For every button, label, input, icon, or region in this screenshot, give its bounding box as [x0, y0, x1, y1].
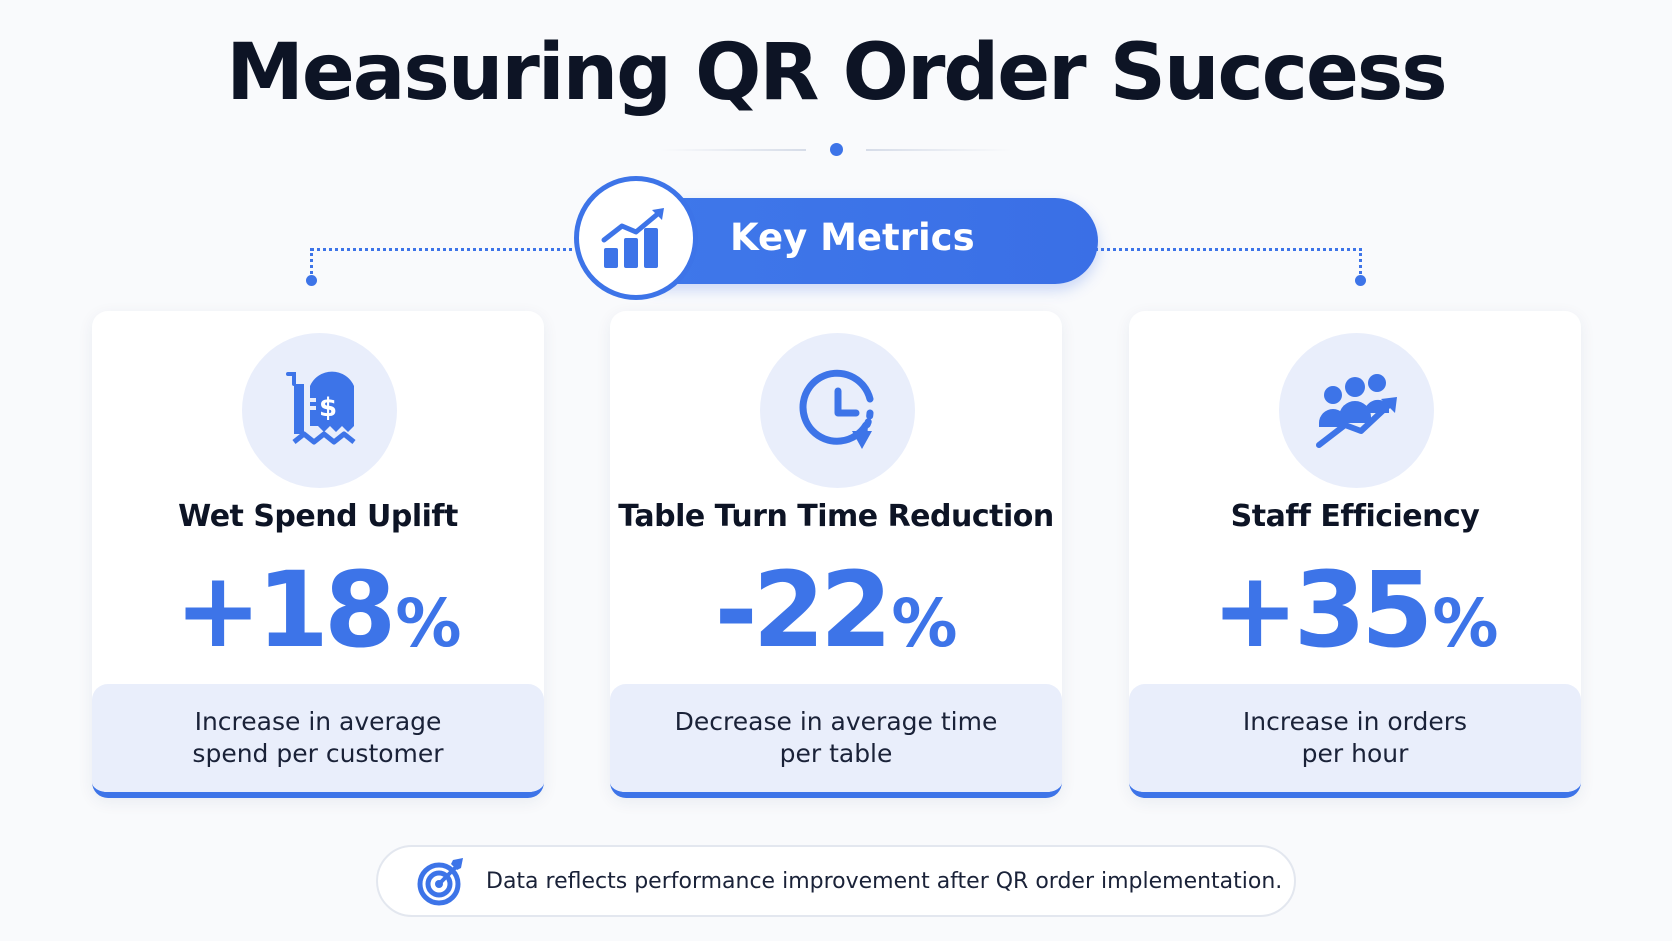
- metric-description-line2: per hour: [1301, 739, 1409, 768]
- metric-description-line2: per table: [779, 739, 893, 768]
- connector-right-vertical: [1359, 248, 1362, 280]
- metric-number: +35: [1211, 549, 1433, 671]
- metric-description: Decrease in average time per table: [610, 684, 1062, 792]
- title-divider-dot: [830, 143, 843, 156]
- clock-countdown-icon: [760, 333, 915, 488]
- connector-left-dot: [306, 275, 317, 286]
- team-growth-icon: [1279, 333, 1434, 488]
- metric-unit: %: [891, 585, 958, 662]
- connector-left-horizontal: [310, 248, 580, 251]
- target-icon: [416, 855, 468, 907]
- metric-value: +35%: [1129, 549, 1581, 671]
- metric-description-line1: Decrease in average time: [674, 707, 998, 736]
- bar-chart-growth-icon: [574, 176, 698, 300]
- metric-title: Wet Spend Uplift: [178, 499, 458, 534]
- metric-unit: %: [395, 585, 462, 662]
- metric-description-line1: Increase in average: [194, 707, 442, 736]
- metric-title: Staff Efficiency: [1230, 499, 1480, 534]
- metric-title: Table Turn Time Reduction: [618, 499, 1054, 534]
- metric-description: Increase in orders per hour: [1129, 684, 1581, 792]
- metric-value: -22%: [610, 549, 1062, 671]
- page-title: Measuring QR Order Success: [226, 28, 1447, 118]
- metric-number: -22: [714, 549, 892, 671]
- metric-description-line2: spend per customer: [192, 739, 444, 768]
- metric-unit: %: [1432, 585, 1499, 662]
- footer-note: Data reflects performance improvement af…: [376, 845, 1296, 917]
- title-divider-left: [660, 149, 806, 151]
- svg-text:$: $: [318, 393, 336, 423]
- receipt-dollar-icon: $: [242, 333, 397, 488]
- footer-text: Data reflects performance improvement af…: [486, 868, 1283, 894]
- metric-card-staff-efficiency: Staff Efficiency +35% Increase in orders…: [1129, 311, 1581, 798]
- metric-number: +18: [174, 549, 396, 671]
- metric-card-wet-spend: $ Wet Spend Uplift +18% Increase in aver…: [92, 311, 544, 798]
- metric-value: +18%: [92, 549, 544, 671]
- metric-description: Increase in average spend per customer: [92, 684, 544, 792]
- connector-left-vertical: [310, 248, 313, 280]
- key-metrics-label: Key Metrics: [730, 216, 975, 259]
- metric-description-line1: Increase in orders: [1242, 707, 1468, 736]
- key-metrics-banner: [620, 198, 1098, 284]
- title-divider-right: [866, 149, 1012, 151]
- connector-right-horizontal: [1095, 248, 1362, 251]
- connector-right-dot: [1355, 275, 1366, 286]
- metric-card-table-turn: Table Turn Time Reduction -22% Decrease …: [610, 311, 1062, 798]
